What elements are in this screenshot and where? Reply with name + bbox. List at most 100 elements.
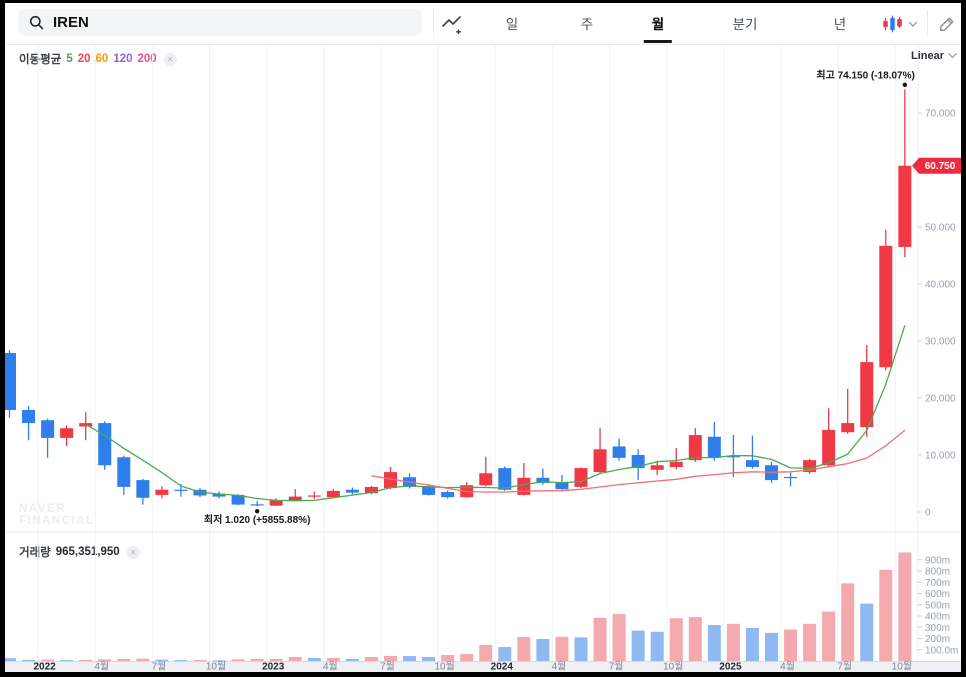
scale-selector[interactable]: Linear [911,50,957,62]
pencil-icon [939,17,954,32]
candle [822,429,836,466]
tab-day[interactable]: 일 [505,17,519,32]
volume-bar [593,617,607,661]
toolbar: 일 주 월 분기 년 [5,3,961,45]
volume-bar [765,632,778,661]
candle [517,477,531,495]
candle [841,423,855,433]
volume-bar [612,614,626,661]
candle [745,460,759,467]
low-marker-dot [254,508,260,514]
volume-bar [707,625,721,661]
volume-tick-label: 400m [925,612,950,623]
high-marker-dot [902,82,908,88]
volume-bar [517,637,531,661]
search-input[interactable] [51,13,395,32]
volume-tick-label: 800m [925,567,950,578]
candle [631,455,645,469]
close-icon[interactable]: ✕ [163,52,177,66]
candle [250,504,264,506]
tab-year[interactable]: 년 [833,17,847,32]
volume-tick-label: 500m [925,600,950,611]
candle [60,428,74,438]
candle [193,489,207,496]
close-icon[interactable]: ✕ [126,545,140,559]
candle [364,486,378,494]
candle [498,468,512,490]
price-tick-label: 30.000 [925,337,956,348]
volume-bar [745,627,759,661]
price-tick-label: 50.000 [925,223,956,234]
candle [536,477,550,483]
add-indicator-button[interactable] [439,12,465,36]
candle [174,489,188,491]
candle [765,465,778,481]
candle [555,482,569,490]
draw-button[interactable] [935,13,959,35]
moving-average-legend: 이동평균 5 20 60 120 200 ✕ [19,51,177,67]
candle [212,493,226,497]
candle [803,460,817,473]
tab-month[interactable]: 월 [646,3,670,43]
volume-bar [803,623,817,661]
candle [441,492,455,498]
volume-bar [536,638,550,661]
volume-bar [841,583,855,661]
price-tick-label: 20.000 [925,394,956,405]
ma-period-60: 60 [95,53,109,65]
candle [707,436,721,458]
volume-bar [574,637,588,661]
symbol-search-box[interactable] [18,9,422,36]
chart-style-dropdown[interactable] [907,18,919,30]
tab-quarter[interactable]: 분기 [732,17,758,32]
volume-bar [498,647,512,661]
candle [612,446,626,458]
candle [860,362,874,428]
ma-line-5 [85,325,906,502]
tab-week[interactable]: 주 [580,17,594,32]
candle [288,496,302,501]
candlestick-chart-canvas[interactable]: 70.000 50.000 40.000 30.000 20.000 10.000 0 900… [5,3,961,672]
ma-period-120: 120 [113,53,133,65]
volume-bar [479,645,493,661]
search-icon [29,15,44,30]
candle [650,465,664,470]
candle [384,472,397,489]
toolbar-divider [433,10,434,37]
volume-tick-label: 300m [925,623,950,634]
candle [41,420,55,438]
candle [479,473,493,486]
volume-label: 거래량 [19,547,51,559]
high-annotation: 최고 74.150 (-18.07%) [816,68,914,81]
interval-tabs: 일 주 월 분기 년 [5,3,961,44]
current-price-tag-label: 60.750 [925,161,956,172]
chart-app-window: 일 주 월 분기 년 이동평균 5 20 60 120 200 [5,3,961,672]
ma-period-list: 5 20 60 120 200 [61,53,156,65]
chevron-down-icon [908,21,918,27]
candle [593,449,607,473]
candle [688,435,702,461]
price-tick-label: 40.000 [925,280,956,291]
volume-tick-label: 700m [925,578,950,589]
ma-period-200: 200 [137,53,157,65]
ma-period-5: 5 [66,53,73,65]
candle [879,245,893,368]
volume-bar [726,623,740,661]
current-price-tag [912,157,961,174]
candle [22,409,36,424]
volume-bar [822,611,836,661]
volume-bar [860,603,874,661]
price-tick-label: 0 [925,508,931,519]
candle [79,423,93,427]
volume-bar [898,552,912,661]
volume-bar [879,569,893,661]
volume-value: 965,351,950 [55,546,120,558]
volume-bar [784,629,798,661]
ma-legend-label: 이동평균 [19,54,62,66]
price-tick-label: 10.000 [925,451,956,462]
chart-style-button[interactable] [879,13,907,35]
candle [136,480,150,498]
volume-legend: 거래량 965,351,950 ✕ [19,544,140,560]
candle [784,476,798,479]
candle [307,495,321,497]
